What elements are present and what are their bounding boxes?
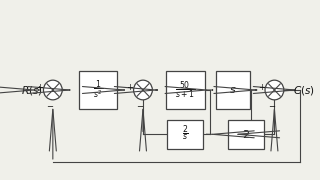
Circle shape: [44, 80, 62, 100]
FancyBboxPatch shape: [216, 71, 250, 109]
FancyBboxPatch shape: [167, 120, 203, 149]
FancyBboxPatch shape: [79, 71, 117, 109]
FancyBboxPatch shape: [165, 71, 205, 109]
Circle shape: [265, 80, 284, 100]
Text: $s$: $s$: [229, 85, 237, 95]
Text: $-$: $-$: [268, 100, 276, 109]
Text: +: +: [36, 83, 43, 92]
Text: $2$: $2$: [242, 128, 250, 140]
Text: $-$: $-$: [46, 100, 54, 109]
Text: +: +: [258, 83, 265, 92]
Text: $\frac{1}{s^2}$: $\frac{1}{s^2}$: [93, 79, 103, 101]
Text: $-$: $-$: [136, 100, 144, 109]
Circle shape: [133, 80, 152, 100]
Text: $\frac{2}{s}$: $\frac{2}{s}$: [182, 124, 189, 144]
Text: +: +: [126, 83, 133, 92]
Text: $R(s)$: $R(s)$: [21, 84, 43, 96]
Text: $\frac{50}{s+1}$: $\frac{50}{s+1}$: [175, 79, 196, 101]
Text: $C(s)$: $C(s)$: [293, 84, 315, 96]
FancyBboxPatch shape: [228, 120, 264, 149]
